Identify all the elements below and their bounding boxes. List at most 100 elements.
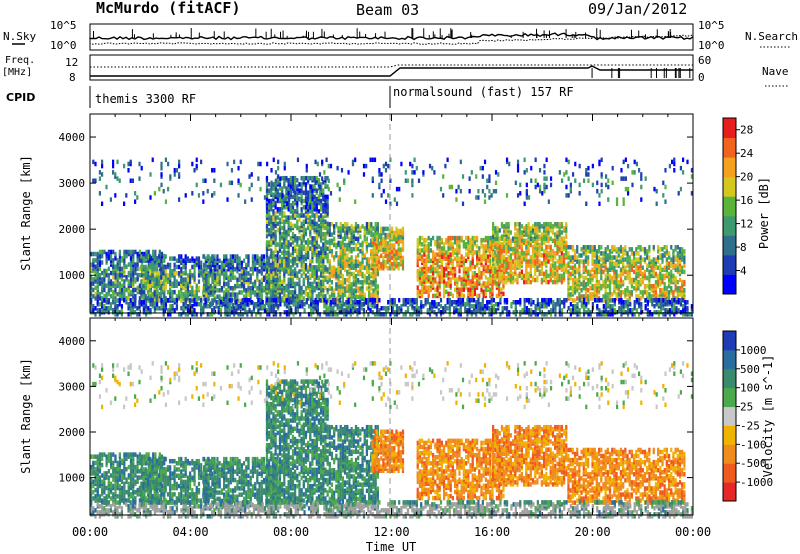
power-cell [587,281,590,287]
power-cell [646,263,649,268]
power-cell [294,180,297,185]
power-cell [155,256,158,261]
power-cell [109,306,113,311]
power-cell [520,244,524,250]
power-cell [309,215,312,220]
power-cell [523,226,526,231]
power-cell [646,275,649,281]
power-cell [471,289,474,295]
power-cell [587,277,590,283]
power-cell [672,290,675,295]
power-cell [105,251,108,257]
power-cell [296,219,299,224]
power-cell [602,269,605,275]
power-cell [613,245,616,250]
power-cell [473,239,476,245]
power-cell [683,259,686,264]
power-cell [289,175,292,181]
power-cell [343,255,347,260]
power-cell [274,211,277,216]
power-cell [328,238,331,244]
power-cell [676,257,679,262]
power-cell [127,270,130,276]
power-cell [152,253,155,259]
power-cell [90,285,93,291]
power-cell [661,279,664,285]
power-cell [339,230,342,235]
power-cell [101,249,104,255]
power-cell [197,273,201,278]
power-cell [270,252,273,258]
power-cell [247,281,250,287]
power-cell [657,255,660,260]
power-cell [509,273,512,279]
power-cell [311,236,314,241]
power-cell [615,269,618,275]
power-cell [352,288,355,293]
power-cell [600,245,603,250]
power-cell [92,304,95,309]
power-cell [276,180,279,185]
power-cell [225,288,228,293]
power-cell [276,256,279,262]
power-cell [567,292,570,297]
power-cell [445,281,448,286]
power-cell [254,290,257,295]
power-cell [121,277,124,282]
power-cell [184,294,187,299]
frequency-trace [90,65,693,77]
power-cell [155,281,158,287]
power-cell [291,260,295,266]
power-cell [602,294,605,299]
power-cell [265,184,269,189]
power-cell [464,266,468,272]
power-cell [240,290,243,295]
power-cell [304,186,308,191]
power-cell [458,250,461,255]
power-cell [393,261,396,267]
power-cell [229,258,232,264]
power-cell [670,279,673,285]
frequency-traces [90,64,693,78]
power-cell [657,294,660,299]
power-cell [169,291,172,297]
power-cell [473,264,476,270]
power-cell [339,240,342,246]
power-cell [330,292,334,298]
power-cell [421,293,424,299]
power-cell [300,273,303,278]
cpid-segment-1: themis 3300 RF [95,92,196,106]
power-cell [657,259,660,264]
power-cell [518,244,521,250]
power-cell [324,294,327,299]
power-cell [304,285,308,291]
power-cell [626,275,629,281]
power-cell [641,265,644,271]
power-cell [637,294,640,299]
power-cell [158,268,161,274]
power-cell [373,245,376,250]
power-cell [136,285,139,291]
power-cell [386,257,389,263]
power-cell [175,283,178,289]
power-cell [595,275,599,281]
power-cell [393,230,396,236]
power-cell [238,264,241,270]
power-cell [157,298,161,303]
power-cell [447,235,450,241]
power-cell [304,246,308,251]
power-cell [213,254,216,259]
power-cell [540,252,543,258]
power-cell [554,271,557,277]
power-cell [496,255,499,260]
power-cell [626,285,629,291]
power-cell [584,265,588,271]
power-cell [242,266,246,272]
power-cell [536,246,539,252]
power-cell [298,269,301,274]
power-cell [193,266,196,272]
power-cell [637,257,640,262]
power-cell [296,294,299,299]
power-cell [247,271,250,276]
